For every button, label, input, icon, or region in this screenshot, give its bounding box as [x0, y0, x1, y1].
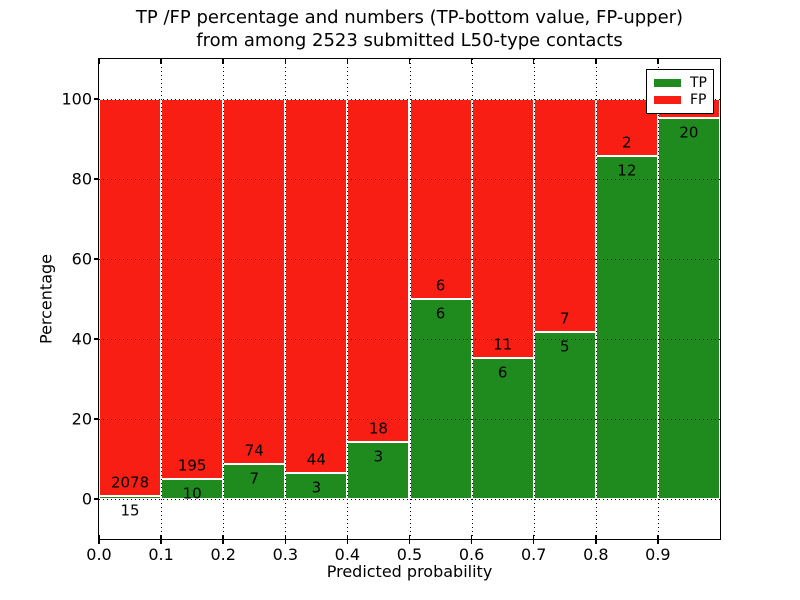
y-tick-100 — [94, 98, 99, 100]
fp-count-label-0.3-0.4: 44 — [306, 450, 326, 469]
x-tick-bottom-0.0 — [98, 535, 100, 544]
x-tick-bottom-0.5 — [408, 535, 411, 544]
bar-tp-0.3-0.4 — [285, 473, 348, 499]
bar-fp-0.1-0.2 — [161, 99, 224, 480]
y-tick-40 — [94, 338, 99, 340]
bar-tp-0.8-0.9 — [595, 156, 658, 499]
bar-tp-0.7-0.8 — [533, 332, 596, 499]
tp-count-label-0.7-0.8: 5 — [559, 337, 570, 356]
legend-swatch-FP — [654, 96, 681, 105]
y-tick-20 — [94, 418, 99, 420]
gridline-x-0.7 — [533, 59, 535, 539]
y-tick-label-40: 40 — [71, 329, 92, 349]
tp-count-label-0.4-0.5: 3 — [373, 447, 384, 466]
x-tick-label-0.4: 0.4 — [334, 545, 361, 564]
fp-count-label-0.5-0.6: 6 — [435, 276, 446, 295]
x-tick-label-0.7: 0.7 — [520, 545, 547, 564]
bar-tp-0.5-0.6 — [409, 299, 472, 499]
x-tick-bottom-0.9 — [657, 535, 659, 544]
x-tick-bottom-0.6 — [470, 535, 473, 544]
y-tick-label-60: 60 — [71, 249, 92, 269]
x-tick-top-0.9 — [657, 59, 659, 64]
x-tick-label-0.5: 0.5 — [396, 545, 423, 564]
x-tick-label-0.9: 0.9 — [645, 545, 671, 564]
x-tick-bottom-0.4 — [346, 535, 349, 544]
x-tick-bottom-0.3 — [284, 535, 287, 544]
tp-count-label-0.9-1.0: 20 — [679, 123, 699, 142]
fp-count-label-0.8-0.9: 2 — [622, 133, 632, 152]
fp-count-label-0.4-0.5: 18 — [368, 419, 388, 438]
x-tick-label-0.6: 0.6 — [458, 545, 485, 564]
tp-count-label-0.3-0.4: 3 — [311, 478, 322, 497]
bar-tp-0.0-0.1 — [99, 496, 162, 499]
bar-tp-0.9-1.0 — [657, 118, 720, 499]
fp-count-label-0.0-0.1: 2078 — [110, 473, 150, 492]
tp-count-label-0.5-0.6: 6 — [435, 304, 446, 323]
x-tick-bottom-0.2 — [222, 535, 224, 544]
y-tick-label-0: 0 — [81, 489, 92, 509]
tp-count-label-0.0-0.1: 15 — [120, 501, 140, 520]
x-tick-label-0.3: 0.3 — [272, 545, 299, 564]
gridline-x-0.6 — [471, 59, 473, 539]
bar-fp-0.6-0.7 — [471, 99, 534, 358]
chart-title-line2: from among 2523 submitted L50-type conta… — [196, 30, 623, 51]
tp-count-label-0.6-0.7: 6 — [497, 363, 508, 382]
legend-label-FP: FP — [690, 92, 707, 109]
bar-fp-0.3-0.4 — [285, 99, 348, 474]
bar-fp-0.7-0.8 — [533, 99, 596, 333]
tp-count-label-0.1-0.2: 10 — [182, 484, 202, 503]
gridline-x-0.3 — [285, 59, 287, 539]
gridline-x-0.5 — [409, 59, 411, 539]
y-axis-label: Percentage — [36, 253, 56, 345]
x-tick-top-0.4 — [346, 59, 349, 64]
legend-entry-FP: FP — [654, 92, 707, 109]
x-tick-bottom-0.1 — [160, 535, 162, 544]
bar-fp-0.2-0.3 — [223, 99, 286, 465]
y-tick-80 — [94, 178, 99, 180]
x-tick-top-0.0 — [98, 59, 100, 64]
chart-title: TP /FP percentage and numbers (TP-bottom… — [99, 6, 720, 52]
bar-fp-0.0-0.1 — [99, 99, 162, 497]
legend-swatch-TP — [654, 78, 681, 87]
tp-count-label-0.8-0.9: 12 — [617, 161, 637, 180]
fp-count-label-0.7-0.8: 7 — [559, 309, 570, 328]
y-tick-label-80: 80 — [71, 169, 92, 189]
legend-box: TP FP — [646, 69, 714, 114]
y-tick-label-100: 100 — [61, 89, 92, 109]
x-tick-top-0.2 — [222, 59, 224, 64]
gridline-x-0.9 — [657, 59, 659, 539]
gridline-x-0.8 — [595, 59, 597, 539]
fp-count-label-0.6-0.7: 11 — [493, 335, 513, 354]
plot-area: 207815195107474431836611675212120 — [98, 58, 721, 540]
fp-count-label-0.1-0.2: 195 — [177, 456, 207, 475]
x-tick-label-0.1: 0.1 — [148, 545, 174, 564]
bar-tp-0.4-0.5 — [347, 441, 410, 499]
x-tick-top-0.8 — [595, 59, 597, 64]
x-axis-label: Predicted probability — [326, 562, 493, 581]
bar-fp-0.4-0.5 — [347, 99, 410, 442]
x-tick-label-0.0: 0.0 — [86, 545, 112, 564]
gridline-x-0.2 — [223, 59, 225, 539]
y-tick-0 — [94, 498, 99, 500]
fp-count-label-0.2-0.3: 74 — [244, 441, 264, 460]
gridline-x-0.1 — [161, 59, 163, 539]
legend-label-TP: TP — [690, 74, 707, 91]
x-tick-top-0.5 — [408, 59, 411, 64]
chart-title-line1: TP /FP percentage and numbers (TP-bottom… — [135, 7, 684, 28]
gridline-x-0.4 — [347, 59, 349, 539]
x-tick-label-0.8: 0.8 — [583, 545, 609, 564]
x-tick-top-0.7 — [532, 59, 535, 64]
x-tick-top-0.1 — [160, 59, 162, 64]
legend-entry-TP: TP — [654, 74, 707, 91]
x-tick-top-0.6 — [470, 59, 473, 64]
y-tick-60 — [94, 258, 99, 260]
x-tick-top-0.3 — [284, 59, 287, 64]
tp-count-label-0.2-0.3: 7 — [249, 469, 260, 488]
x-tick-label-0.2: 0.2 — [210, 545, 236, 564]
x-tick-bottom-0.7 — [532, 535, 535, 544]
y-tick-label-20: 20 — [71, 409, 92, 429]
x-tick-bottom-0.8 — [595, 535, 597, 544]
bar-fp-0.5-0.6 — [409, 99, 472, 299]
